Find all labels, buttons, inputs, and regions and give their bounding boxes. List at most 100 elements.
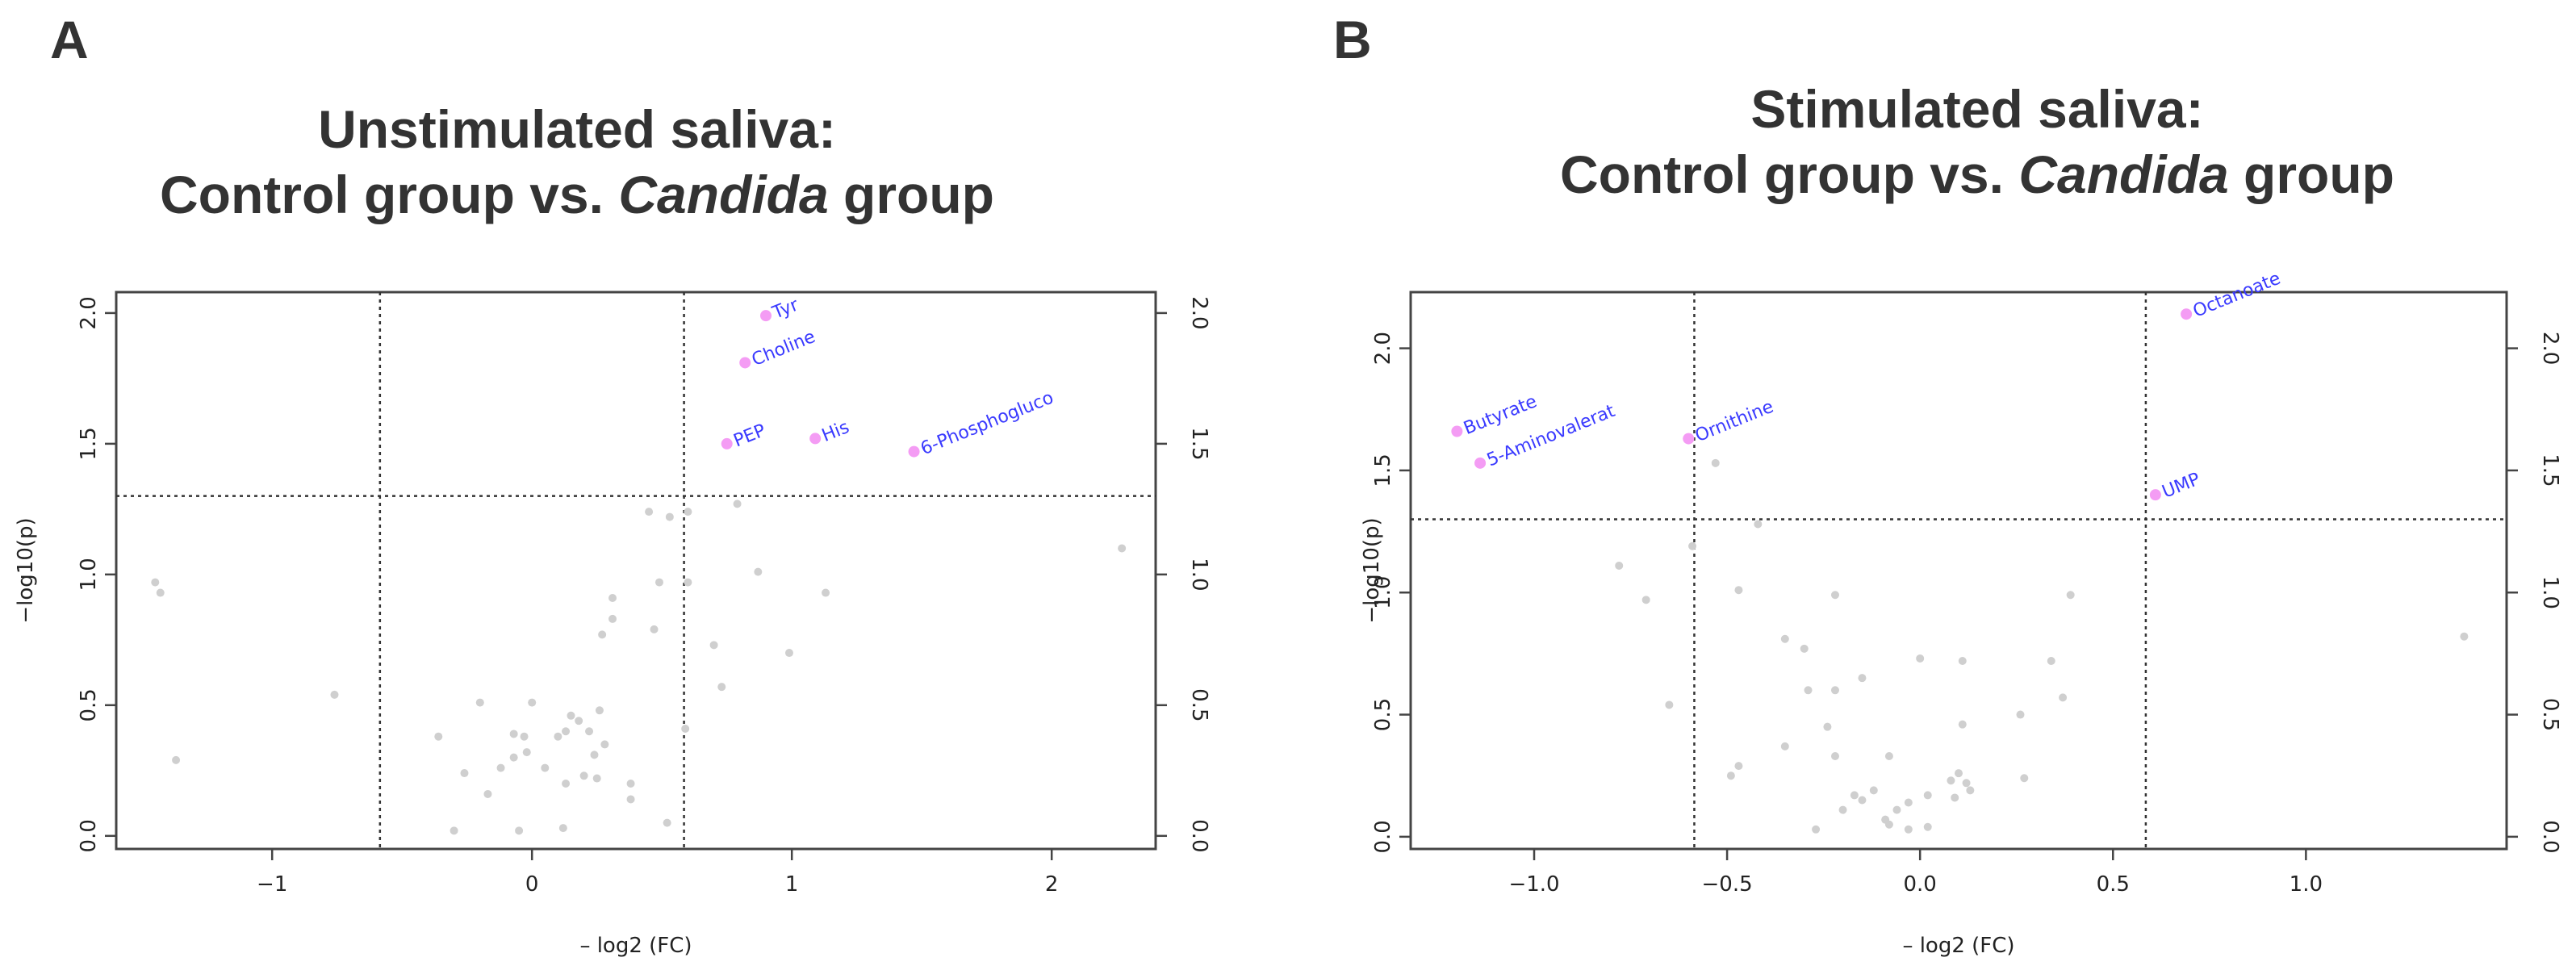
data-point: [600, 740, 609, 749]
data-point: [645, 508, 654, 516]
data-point: [528, 698, 537, 707]
point-label: Ornithine: [1692, 397, 1776, 446]
data-point: [717, 683, 726, 692]
data-point: [1958, 720, 1967, 729]
y-axis-label: −log10(p): [14, 517, 38, 623]
data-point: [450, 826, 458, 835]
data-point: [1823, 722, 1832, 731]
data-point: [554, 732, 562, 741]
data-points: [151, 310, 1127, 835]
data-point: [1734, 762, 1743, 771]
data-point: [1958, 656, 1967, 665]
plot-frame: [1409, 291, 2508, 851]
data-point: [2059, 693, 2068, 702]
data-point: [1780, 634, 1789, 643]
title-part: Control group vs.: [160, 165, 618, 224]
y-tick-label-left: 1.5: [1371, 454, 1395, 487]
data-point: [1947, 776, 1955, 785]
x-axis-ticks: −1.0 −0.5 0.0 0.5 1.0: [1508, 849, 2323, 897]
chart-title-line1: Unstimulated saliva:: [318, 99, 836, 159]
data-point: [654, 578, 663, 587]
data-point: [1665, 700, 1674, 709]
point-label: 6-Phosphogluco: [918, 387, 1056, 459]
y-tick-label-right: 0.0: [1187, 819, 1211, 852]
y-tick-label-left: 0.0: [1371, 820, 1395, 853]
data-point: [1966, 786, 1975, 795]
data-point: [733, 500, 742, 508]
chart-title-line2: Control group vs. Candida group: [1560, 144, 2394, 204]
data-point: [1884, 752, 1893, 760]
data-point: [1923, 791, 1932, 800]
data-point: [1923, 822, 1932, 831]
data-point: [1804, 686, 1813, 695]
data-point: [330, 690, 339, 699]
data-point: [541, 763, 550, 772]
chart-title-line2: Control group vs. Candida group: [160, 165, 994, 224]
data-point: [509, 753, 518, 762]
chart-title-line1: Stimulated saliva:: [1750, 79, 2203, 139]
data-points: [1451, 308, 2469, 834]
data-point: [156, 588, 165, 597]
x-tick-label: 0.5: [2097, 872, 2130, 897]
y-tick-label-right: 0.5: [1187, 688, 1211, 721]
x-tick-label: 2: [1045, 872, 1059, 897]
x-axis-ticks: −1 0 1 2: [257, 849, 1058, 897]
panel-b: B Stimulated saliva: Control group vs. C…: [1333, 10, 2562, 958]
data-point: [172, 755, 181, 764]
title-part: group: [2229, 144, 2394, 204]
data-point: [434, 732, 443, 741]
x-tick-label: 0: [525, 872, 539, 897]
data-point: [1951, 793, 1959, 802]
y-tick-label-right: 0.5: [2538, 698, 2562, 731]
x-tick-label: 1: [785, 872, 799, 897]
y-tick-label-right: 0.0: [2538, 820, 2562, 853]
data-point: [626, 795, 635, 804]
data-point: [1830, 752, 1839, 760]
data-point: [2016, 710, 2025, 719]
x-axis-label: – log2 (FC): [1902, 934, 2014, 958]
data-point: [483, 789, 492, 798]
data-point: [475, 698, 484, 707]
data-point: [1812, 825, 1821, 834]
x-tick-label: −0.5: [1702, 872, 1753, 897]
data-point: [522, 748, 531, 757]
data-point: [1955, 769, 1963, 778]
threshold-lines: [116, 292, 1156, 849]
significant-point: [1474, 457, 1487, 469]
data-point: [1962, 779, 1971, 788]
title-part: Control group vs.: [1560, 144, 2018, 204]
y-tick-label-right: 1.5: [1187, 427, 1211, 460]
data-point: [1850, 791, 1859, 800]
data-point: [1118, 544, 1127, 553]
significant-point: [760, 310, 772, 322]
y-tick-label-left: 2.0: [1371, 332, 1395, 365]
data-point: [1916, 654, 1925, 663]
y-tick-label-left: 1.0: [77, 558, 101, 591]
point-label: UMP: [2160, 469, 2203, 502]
data-point: [2066, 591, 2075, 600]
data-point: [1830, 591, 1839, 600]
point-label: Butyrate: [1461, 391, 1540, 439]
y-axis-label: −log10(p): [1360, 517, 1384, 623]
data-point: [1711, 458, 1720, 467]
y-axis-ticks: 0.0 0.0 0.5 0.5 1.0 1.0 1.5 1.5 2.0 2.0: [77, 296, 1211, 852]
data-point: [1858, 796, 1867, 805]
data-point: [2047, 656, 2055, 665]
panel-letter: B: [1333, 10, 1372, 69]
title-italic-part: Candida: [618, 165, 828, 224]
data-point: [1858, 674, 1867, 683]
point-label: Choline: [749, 327, 818, 370]
point-labels: Tyr Choline PEP His 6-Phosphogluco: [731, 295, 1056, 459]
point-label: Tyr: [769, 295, 802, 324]
data-point: [1904, 825, 1913, 834]
panel-a: A Unstimulated saliva: Control group vs.…: [14, 10, 1211, 958]
y-tick-label-right: 1.0: [1187, 558, 1211, 591]
data-point: [1892, 805, 1901, 814]
data-point: [1838, 805, 1847, 814]
significant-point: [908, 445, 920, 458]
data-point: [575, 717, 583, 725]
data-point: [608, 594, 617, 603]
point-label: His: [819, 417, 852, 446]
x-tick-label: −1.0: [1508, 872, 1559, 897]
y-tick-label-right: 2.0: [1187, 296, 1211, 329]
